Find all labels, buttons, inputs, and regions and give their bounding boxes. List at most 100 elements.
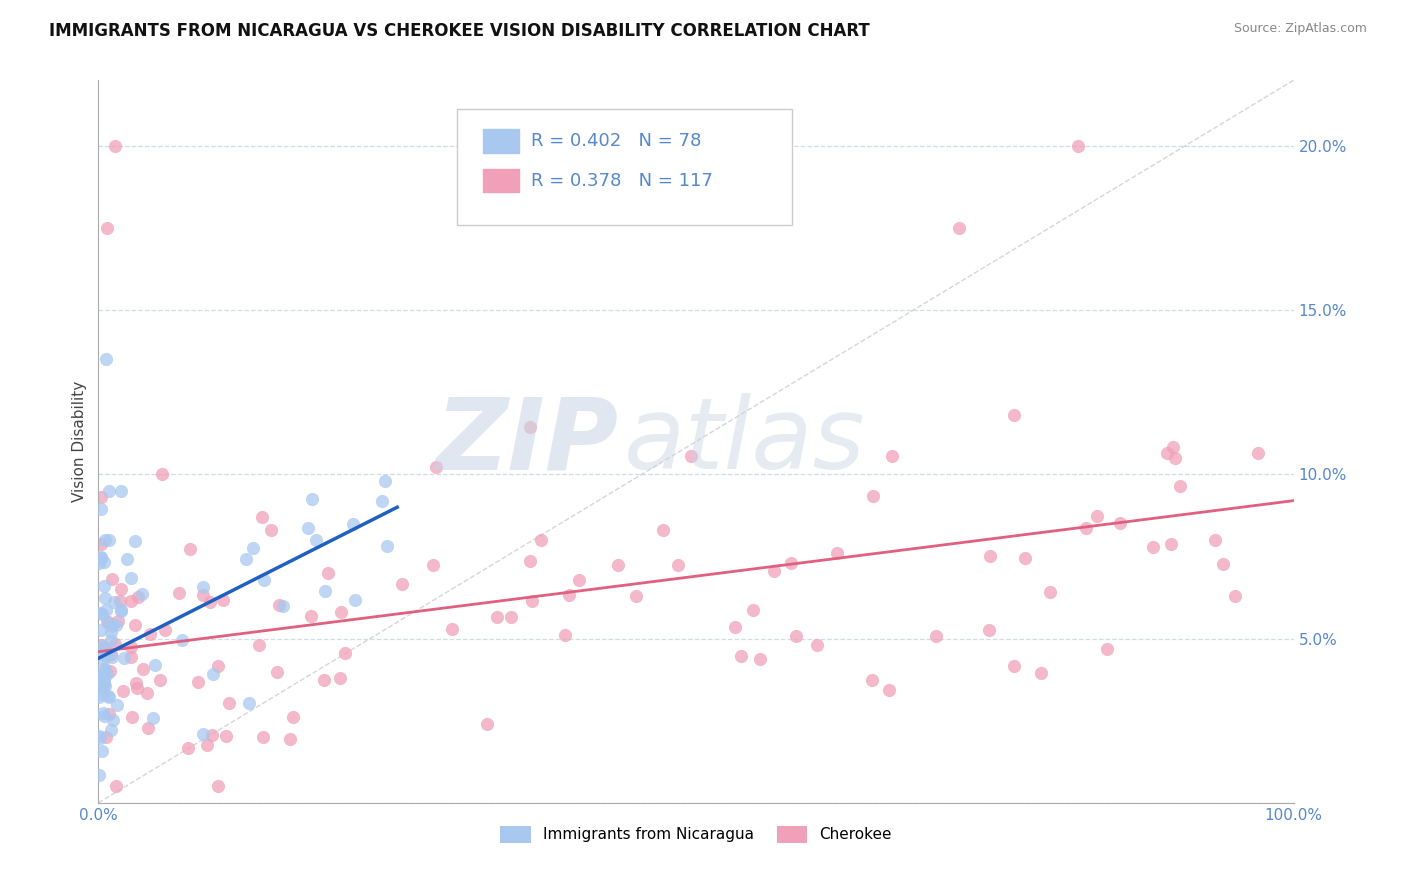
Point — [391, 577, 413, 591]
Point — [862, 489, 884, 503]
Point — [335, 646, 357, 660]
Point — [312, 673, 335, 687]
Point — [250, 510, 273, 524]
Point — [201, 667, 224, 681]
Point — [626, 589, 648, 603]
Point — [89, 557, 111, 571]
Point — [1002, 409, 1025, 423]
Point — [299, 609, 322, 624]
Point — [105, 698, 128, 712]
Point — [1074, 521, 1097, 535]
Point — [98, 690, 121, 705]
Point — [110, 602, 132, 616]
Point — [374, 475, 396, 489]
Point — [94, 603, 117, 617]
Point — [107, 614, 129, 628]
Point — [138, 721, 160, 735]
Point — [91, 638, 114, 652]
Text: atlas: atlas — [624, 393, 866, 490]
Point — [93, 667, 115, 681]
Point — [1031, 666, 1053, 681]
Point — [90, 536, 112, 550]
Point — [724, 620, 747, 634]
Point — [1108, 516, 1130, 531]
Point — [103, 595, 125, 609]
Point — [90, 607, 112, 621]
Point — [195, 738, 218, 752]
Text: IMMIGRANTS FROM NICARAGUA VS CHEROKEE VISION DISABILITY CORRELATION CHART: IMMIGRANTS FROM NICARAGUA VS CHEROKEE VI… — [49, 22, 870, 40]
Point — [1156, 446, 1178, 460]
Point — [260, 523, 283, 537]
Point — [1067, 139, 1090, 153]
Point — [90, 551, 112, 566]
Point — [94, 640, 117, 655]
Point — [278, 732, 301, 747]
Point — [93, 679, 115, 693]
Point — [1039, 585, 1062, 599]
Point — [96, 221, 118, 235]
Point — [93, 647, 115, 661]
Point — [100, 723, 122, 737]
Point — [139, 626, 162, 640]
Point — [343, 592, 366, 607]
Point — [93, 674, 115, 689]
Point — [499, 610, 522, 624]
Point — [101, 618, 124, 632]
FancyBboxPatch shape — [484, 169, 519, 193]
Point — [763, 564, 786, 578]
Point — [1014, 551, 1036, 566]
Point — [879, 682, 901, 697]
Text: Source: ZipAtlas.com: Source: ZipAtlas.com — [1233, 22, 1367, 36]
Point — [90, 490, 112, 504]
Point — [93, 555, 115, 569]
Point — [235, 552, 257, 566]
Point — [1002, 658, 1025, 673]
Point — [977, 623, 1000, 637]
Point — [169, 586, 191, 600]
Point — [94, 648, 117, 663]
Point — [120, 594, 142, 608]
Point — [1160, 537, 1182, 551]
Point — [860, 673, 883, 687]
Point — [149, 673, 172, 688]
Point — [98, 665, 121, 679]
Point — [100, 572, 122, 586]
Point — [104, 780, 127, 794]
Point — [342, 516, 364, 531]
Point — [557, 588, 579, 602]
Point — [207, 658, 229, 673]
Point — [422, 558, 444, 573]
Point — [94, 730, 117, 744]
Point — [90, 679, 112, 693]
Point — [91, 662, 114, 676]
Point — [87, 690, 110, 704]
Point — [329, 671, 352, 685]
Point — [110, 483, 132, 498]
Point — [554, 628, 576, 642]
Point — [1212, 557, 1234, 571]
Point — [150, 467, 173, 482]
Point — [143, 657, 166, 672]
Point — [749, 652, 772, 666]
Point — [371, 494, 394, 508]
Point — [91, 639, 114, 653]
Point — [252, 730, 274, 744]
Point — [238, 696, 260, 710]
Point — [440, 622, 463, 636]
Point — [125, 676, 148, 690]
Point — [89, 606, 111, 620]
Text: R = 0.402   N = 78: R = 0.402 N = 78 — [531, 132, 702, 150]
Point — [90, 623, 112, 637]
Point — [100, 632, 122, 647]
Point — [93, 668, 115, 682]
Point — [96, 666, 118, 681]
Point — [247, 638, 270, 652]
Point — [104, 637, 127, 651]
Text: R = 0.378   N = 117: R = 0.378 N = 117 — [531, 172, 713, 190]
Point — [100, 625, 122, 640]
Point — [89, 731, 111, 746]
Point — [330, 606, 353, 620]
Point — [94, 533, 117, 547]
Point — [127, 591, 149, 605]
Point — [193, 588, 215, 602]
